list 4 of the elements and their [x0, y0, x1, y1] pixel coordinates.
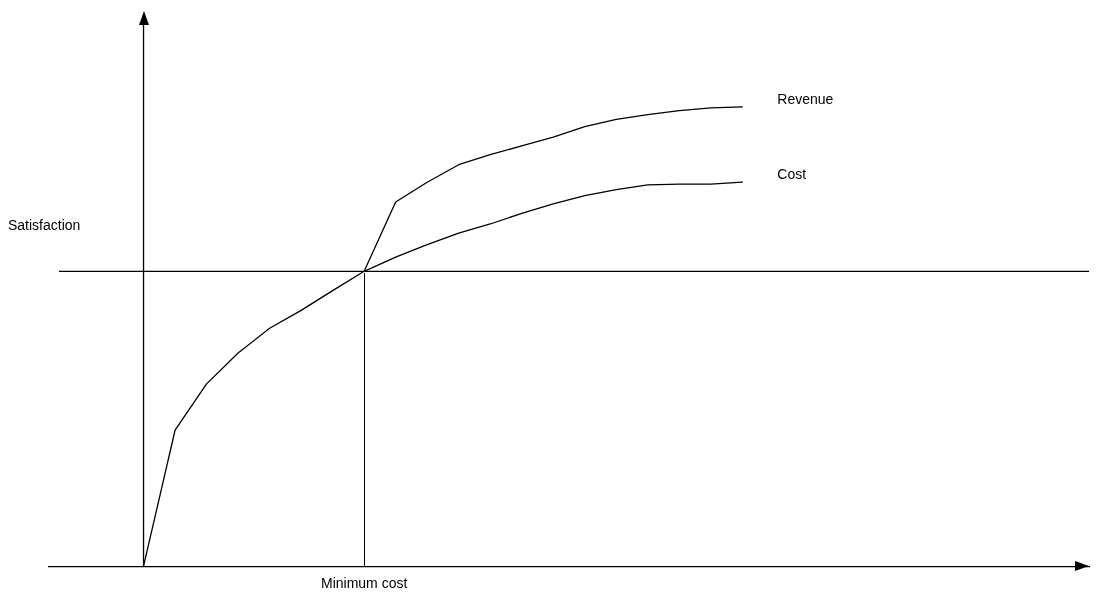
ref-line-label: Satisfaction: [8, 217, 81, 234]
text: Minimum cost: [320, 575, 408, 592]
text: Cost: [777, 166, 807, 183]
text: Revenue: [777, 90, 834, 107]
